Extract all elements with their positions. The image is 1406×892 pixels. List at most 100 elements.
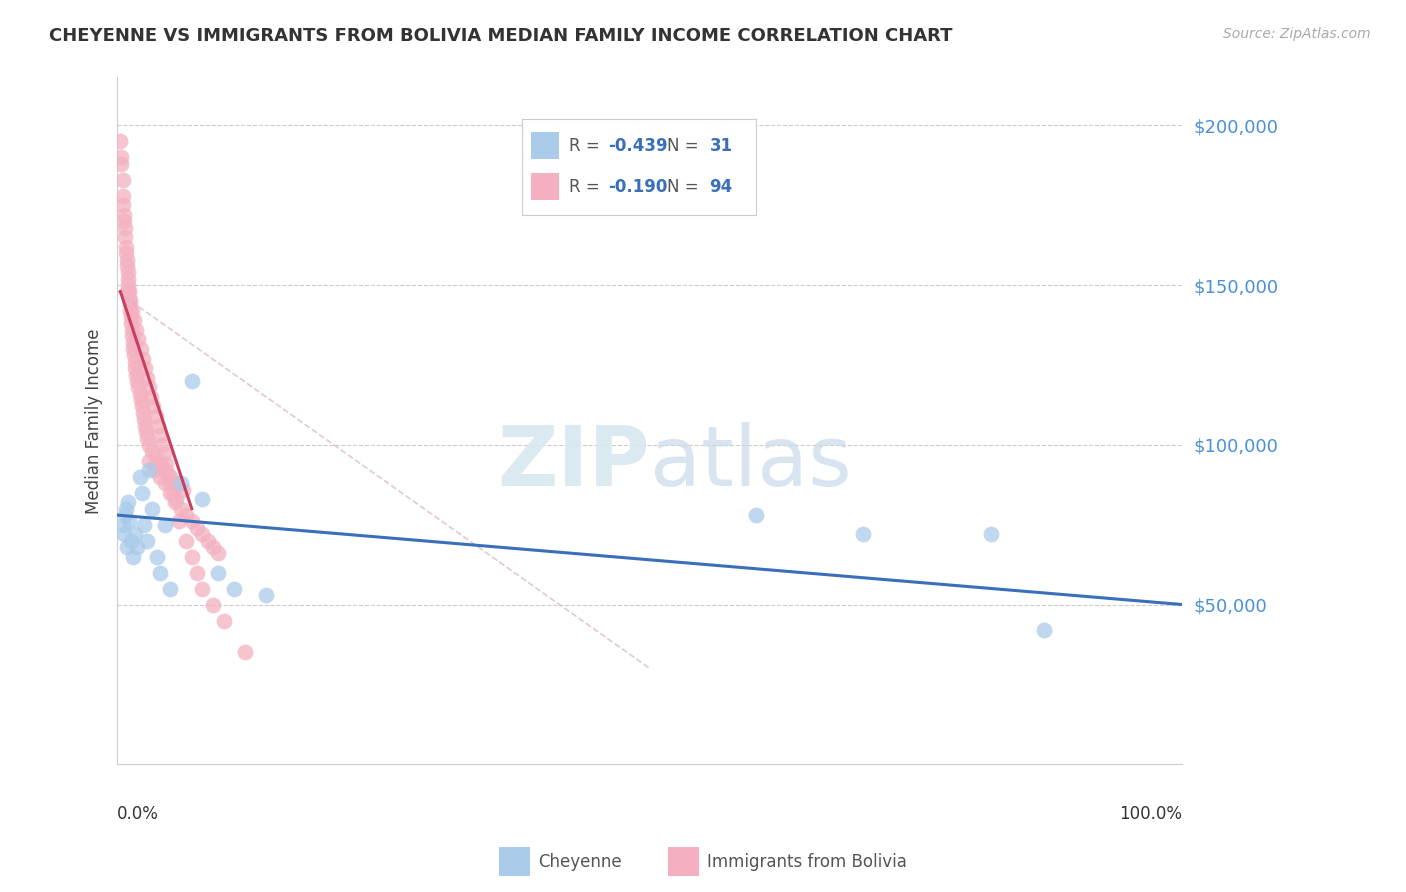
Point [141, 390, 163, 404]
Text: ZIP: ZIP [498, 422, 650, 502]
Text: CHEYENNE VS IMMIGRANTS FROM BOLIVIA MEDIAN FAMILY INCOME CORRELATION CHART: CHEYENNE VS IMMIGRANTS FROM BOLIVIA MEDI… [49, 27, 953, 45]
Point [124, 527, 146, 541]
Point [111, 198, 134, 212]
Point [170, 501, 193, 516]
Point [131, 485, 153, 500]
Point [132, 351, 155, 366]
Point [745, 508, 768, 522]
Point [191, 582, 214, 596]
Point [122, 348, 145, 362]
Point [136, 533, 159, 548]
Text: 100.0%: 100.0% [1119, 805, 1182, 823]
Point [153, 463, 176, 477]
Point [114, 508, 136, 522]
Point [136, 432, 159, 446]
Point [132, 406, 155, 420]
Point [165, 492, 187, 507]
Point [125, 368, 148, 382]
Point [117, 278, 139, 293]
Point [149, 428, 172, 442]
Point [207, 566, 229, 580]
Point [111, 517, 134, 532]
Point [167, 515, 190, 529]
Point [153, 447, 176, 461]
Point [159, 485, 181, 500]
Point [118, 515, 141, 529]
Point [852, 527, 875, 541]
Point [112, 208, 135, 222]
Point [111, 172, 134, 186]
Point [159, 582, 181, 596]
Point [132, 517, 155, 532]
Point [186, 521, 208, 535]
Point [121, 323, 143, 337]
Point [110, 150, 132, 164]
Point [129, 342, 152, 356]
Point [124, 355, 146, 369]
Point [153, 517, 176, 532]
Point [114, 501, 136, 516]
Point [127, 332, 149, 346]
Point [150, 438, 173, 452]
Point [207, 546, 229, 560]
Point [980, 527, 1002, 541]
Point [114, 230, 136, 244]
Point [180, 515, 202, 529]
Point [191, 527, 214, 541]
Text: Source: ZipAtlas.com: Source: ZipAtlas.com [1223, 27, 1371, 41]
Point [115, 252, 138, 267]
Point [117, 265, 139, 279]
Text: Cheyenne: Cheyenne [538, 853, 621, 871]
Point [121, 329, 143, 343]
Point [114, 220, 136, 235]
Point [112, 214, 135, 228]
Point [122, 549, 145, 564]
Point [118, 297, 141, 311]
Point [197, 533, 219, 548]
Point [115, 540, 138, 554]
Point [176, 533, 198, 548]
Point [118, 291, 141, 305]
Point [146, 418, 169, 433]
Point [110, 157, 132, 171]
Point [134, 418, 156, 433]
Point [117, 495, 139, 509]
Point [191, 492, 214, 507]
Point [117, 285, 139, 299]
Point [233, 645, 256, 659]
Point [121, 303, 143, 318]
Point [114, 246, 136, 260]
Point [145, 450, 167, 465]
Point [159, 469, 181, 483]
Point [118, 294, 141, 309]
Point [180, 549, 202, 564]
Point [142, 400, 165, 414]
Point [172, 483, 194, 497]
Point [159, 476, 181, 491]
Point [115, 259, 138, 273]
Point [135, 425, 157, 439]
Point [122, 335, 145, 350]
Text: 0.0%: 0.0% [117, 805, 159, 823]
Point [134, 361, 156, 376]
Point [176, 508, 198, 522]
Point [111, 188, 134, 202]
Point [138, 438, 160, 452]
Point [127, 380, 149, 394]
Point [141, 444, 163, 458]
Point [212, 614, 235, 628]
Point [162, 485, 184, 500]
Point [120, 310, 142, 324]
Point [163, 495, 186, 509]
Point [180, 374, 202, 388]
Point [118, 285, 141, 299]
Text: Immigrants from Bolivia: Immigrants from Bolivia [707, 853, 907, 871]
Point [138, 380, 160, 394]
Point [143, 463, 166, 477]
Point [149, 566, 172, 580]
Text: atlas: atlas [650, 422, 852, 502]
Point [112, 527, 135, 541]
Point [254, 588, 277, 602]
Point [224, 582, 246, 596]
Point [110, 134, 132, 148]
